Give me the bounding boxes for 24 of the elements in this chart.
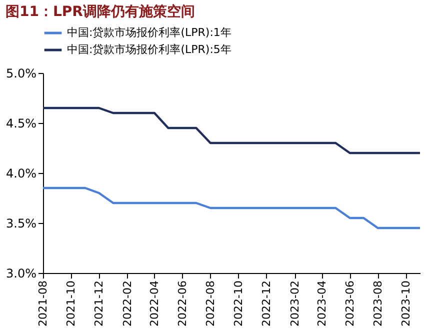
x-tick-label: 2022-04 [148, 280, 161, 326]
line-series [42, 106, 422, 154]
y-tick-label: 4.5% [6, 116, 36, 130]
legend-label: 中国:贷款市场报价利率(LPR):5年 [67, 43, 232, 56]
x-tick-label: 2022-10 [232, 280, 245, 326]
y-tick-label: 3.5% [6, 216, 36, 230]
x-tick-label: 2023-08 [371, 280, 384, 326]
y-tick-label: 4.0% [6, 166, 36, 180]
y-tick-label: 5.0% [6, 66, 36, 80]
y-tick-label: 3.0% [6, 266, 36, 280]
x-tick-label: 2022-08 [204, 280, 217, 326]
x-tick-label: 2022-12 [260, 280, 273, 326]
line-series [42, 186, 422, 230]
chart-title: 图11：LPR调降仍有施策空间 [6, 3, 195, 20]
x-tick-label: 2021-08 [36, 280, 50, 326]
x-tick-label: 2023-06 [343, 280, 356, 326]
x-tick-label: 2021-10 [64, 280, 78, 326]
x-tick-label: 2021-12 [92, 280, 106, 326]
x-tick-label: 2022-06 [176, 280, 189, 326]
x-tick-label: 2023-10 [399, 280, 412, 326]
x-tick-label: 2023-04 [315, 280, 328, 326]
x-tick-label: 2023-02 [288, 280, 302, 326]
x-tick-label: 2022-02 [120, 280, 134, 326]
legend-label: 中国:贷款市场报价利率(LPR):1年 [67, 26, 232, 39]
